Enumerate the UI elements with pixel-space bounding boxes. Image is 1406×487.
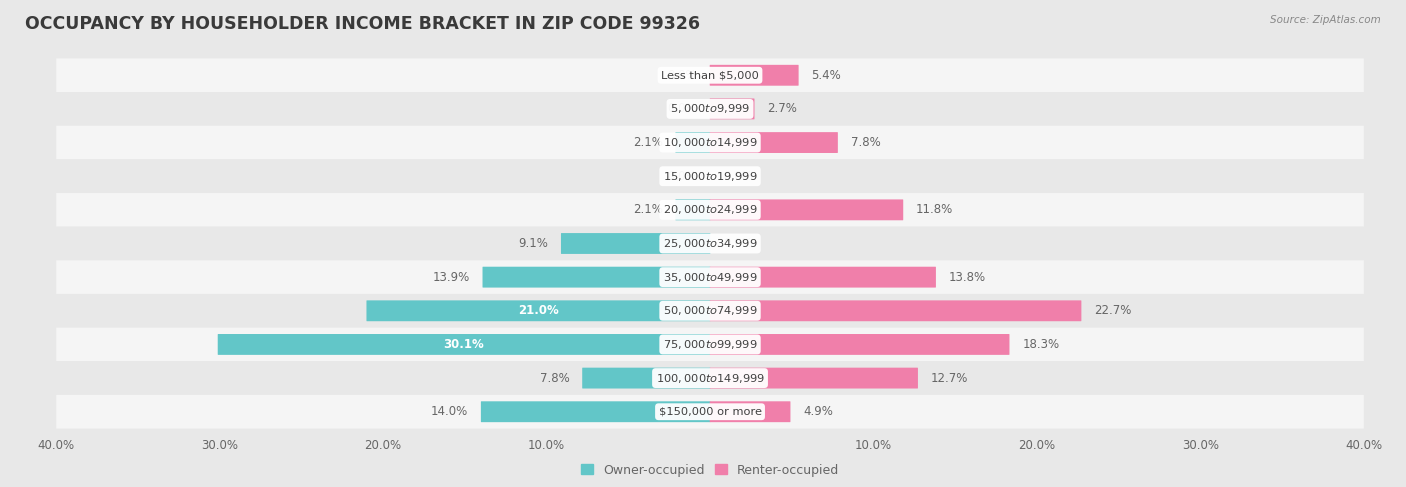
Text: $50,000 to $74,999: $50,000 to $74,999	[662, 304, 758, 318]
FancyBboxPatch shape	[710, 401, 790, 422]
FancyBboxPatch shape	[710, 199, 903, 220]
Text: $150,000 or more: $150,000 or more	[658, 407, 762, 417]
FancyBboxPatch shape	[56, 395, 1364, 429]
Text: 0.0%: 0.0%	[723, 169, 752, 183]
Text: $25,000 to $34,999: $25,000 to $34,999	[662, 237, 758, 250]
Text: 2.7%: 2.7%	[768, 102, 797, 115]
FancyBboxPatch shape	[675, 199, 710, 220]
Text: Source: ZipAtlas.com: Source: ZipAtlas.com	[1270, 15, 1381, 25]
Text: 0.0%: 0.0%	[668, 69, 697, 82]
FancyBboxPatch shape	[481, 401, 710, 422]
FancyBboxPatch shape	[710, 267, 936, 288]
FancyBboxPatch shape	[56, 328, 1364, 361]
Text: 0.0%: 0.0%	[668, 102, 697, 115]
FancyBboxPatch shape	[56, 92, 1364, 126]
Text: 14.0%: 14.0%	[430, 405, 468, 418]
Text: 12.7%: 12.7%	[931, 372, 969, 385]
Text: 4.9%: 4.9%	[803, 405, 834, 418]
Text: 2.1%: 2.1%	[633, 136, 662, 149]
FancyBboxPatch shape	[710, 65, 799, 86]
Text: 0.0%: 0.0%	[723, 237, 752, 250]
Legend: Owner-occupied, Renter-occupied: Owner-occupied, Renter-occupied	[575, 459, 845, 482]
Text: $35,000 to $49,999: $35,000 to $49,999	[662, 271, 758, 283]
Text: 30.1%: 30.1%	[444, 338, 485, 351]
FancyBboxPatch shape	[218, 334, 710, 355]
Text: 11.8%: 11.8%	[915, 204, 953, 216]
FancyBboxPatch shape	[367, 300, 710, 321]
FancyBboxPatch shape	[56, 361, 1364, 395]
Text: $10,000 to $14,999: $10,000 to $14,999	[662, 136, 758, 149]
FancyBboxPatch shape	[582, 368, 710, 389]
FancyBboxPatch shape	[56, 294, 1364, 328]
Text: 13.8%: 13.8%	[949, 271, 986, 283]
Text: 18.3%: 18.3%	[1022, 338, 1059, 351]
Text: 22.7%: 22.7%	[1094, 304, 1132, 318]
FancyBboxPatch shape	[675, 132, 710, 153]
Text: 2.1%: 2.1%	[633, 204, 662, 216]
FancyBboxPatch shape	[56, 58, 1364, 92]
Text: 0.0%: 0.0%	[668, 169, 697, 183]
Text: 5.4%: 5.4%	[811, 69, 841, 82]
Text: 7.8%: 7.8%	[851, 136, 880, 149]
Text: $100,000 to $149,999: $100,000 to $149,999	[655, 372, 765, 385]
FancyBboxPatch shape	[710, 98, 755, 119]
Text: 9.1%: 9.1%	[519, 237, 548, 250]
Text: OCCUPANCY BY HOUSEHOLDER INCOME BRACKET IN ZIP CODE 99326: OCCUPANCY BY HOUSEHOLDER INCOME BRACKET …	[25, 15, 700, 33]
FancyBboxPatch shape	[561, 233, 710, 254]
FancyBboxPatch shape	[710, 132, 838, 153]
Text: $20,000 to $24,999: $20,000 to $24,999	[662, 204, 758, 216]
FancyBboxPatch shape	[482, 267, 710, 288]
FancyBboxPatch shape	[710, 368, 918, 389]
Text: $5,000 to $9,999: $5,000 to $9,999	[671, 102, 749, 115]
FancyBboxPatch shape	[710, 334, 1010, 355]
Text: $15,000 to $19,999: $15,000 to $19,999	[662, 169, 758, 183]
Text: 21.0%: 21.0%	[517, 304, 558, 318]
FancyBboxPatch shape	[56, 226, 1364, 261]
FancyBboxPatch shape	[56, 261, 1364, 294]
Text: Less than $5,000: Less than $5,000	[661, 70, 759, 80]
FancyBboxPatch shape	[56, 193, 1364, 226]
Text: 7.8%: 7.8%	[540, 372, 569, 385]
Text: $75,000 to $99,999: $75,000 to $99,999	[662, 338, 758, 351]
FancyBboxPatch shape	[710, 300, 1081, 321]
FancyBboxPatch shape	[56, 126, 1364, 159]
FancyBboxPatch shape	[56, 159, 1364, 193]
Text: 13.9%: 13.9%	[433, 271, 470, 283]
